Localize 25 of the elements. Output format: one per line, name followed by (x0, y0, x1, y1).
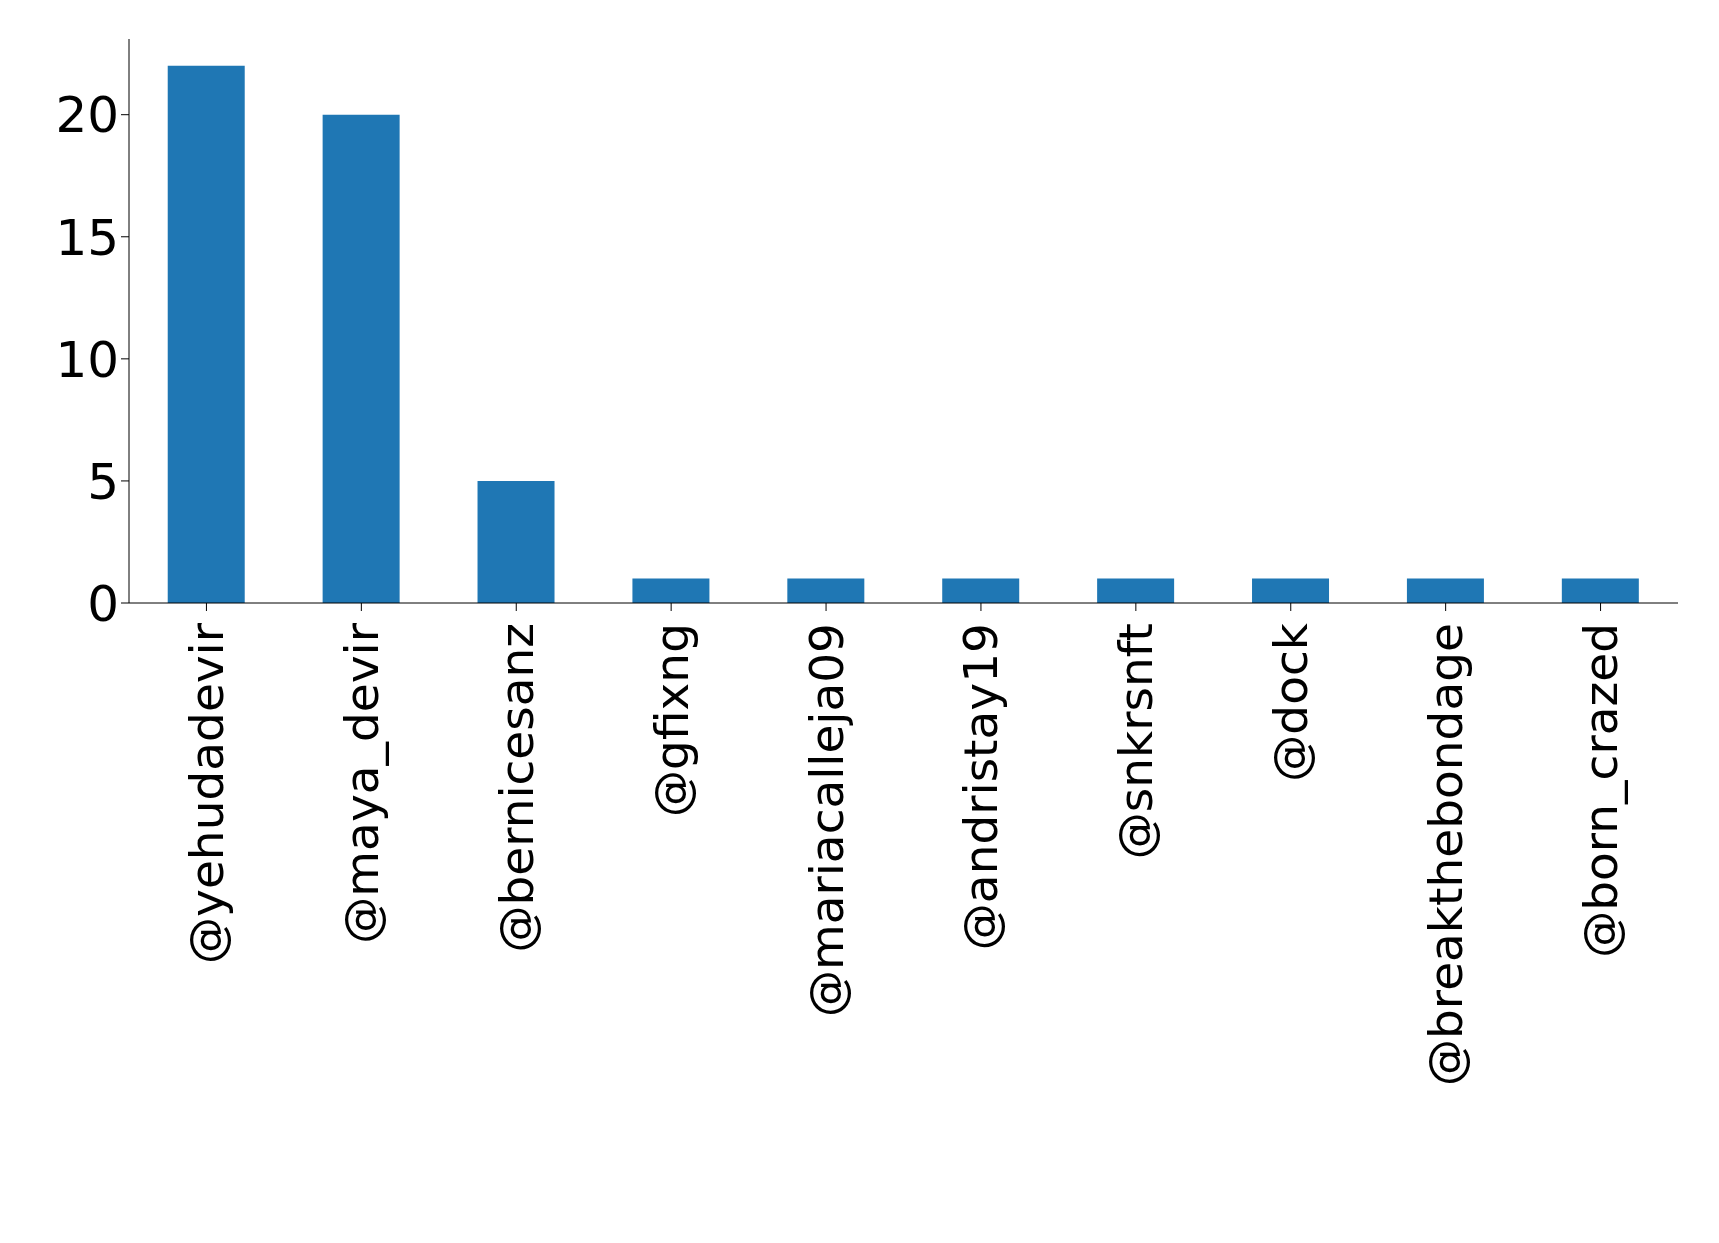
bar (787, 578, 865, 603)
bar (632, 578, 710, 603)
bar (167, 65, 245, 603)
y-tick-label: 0 (87, 574, 119, 633)
x-tick-label: @andristay19 (953, 623, 1009, 951)
bar (1252, 578, 1330, 603)
y-tick-label: 5 (87, 452, 119, 511)
y-tick-label: 20 (55, 86, 119, 145)
y-tick-label: 10 (55, 330, 119, 389)
x-tick-label: @gfixng (643, 623, 699, 817)
x-tick-label: @snkrsnft (1108, 623, 1164, 860)
bar (322, 114, 400, 603)
x-tick-label: @bernicesanz (488, 623, 544, 953)
x-tick-label: @breakthebondage (1418, 623, 1474, 1086)
y-tick-label: 15 (55, 208, 119, 267)
bar (942, 578, 1020, 603)
x-tick-label: @mariacalleja09 (798, 623, 854, 1018)
bar (477, 480, 555, 603)
x-tick-label: @yehudadevir (178, 622, 234, 964)
x-tick-label: @born_crazed (1573, 623, 1629, 958)
bar (1406, 578, 1484, 603)
x-tick-label: @maya_devir (333, 622, 389, 944)
bar (1097, 578, 1175, 603)
bar (1561, 578, 1639, 603)
x-tick-label: @dock (1263, 622, 1319, 782)
